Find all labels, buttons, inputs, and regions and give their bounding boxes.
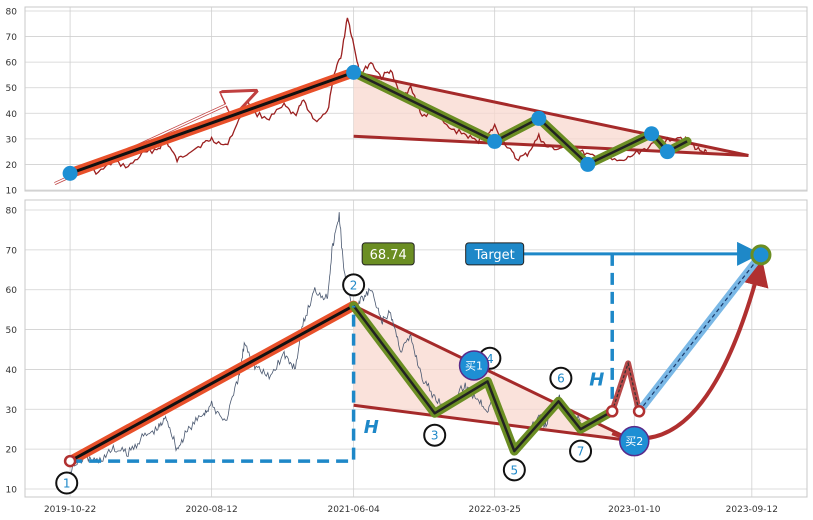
y-tick-label: 20 [6,446,18,456]
buy-marker-label: 买1 [465,359,483,372]
triangle-lower-line [353,403,635,443]
bottom-zigzag-line-core [352,304,613,453]
point-label-text: 6 [557,372,565,386]
point-label-circle [569,439,593,463]
x-tick-label: 2019-10-22 [44,505,96,515]
forecast-zigzag [609,360,643,413]
bottom-trend-segment [65,300,359,467]
point-label-circle [55,471,79,495]
y-tick-label: 10 [6,486,18,496]
top-y-tick-labels: 10 20 30 40 50 60 70 80 [6,8,18,197]
height-measure-1-label: H [364,417,379,438]
point-label-text: 1 [63,477,71,491]
point-label-text: 5 [511,463,519,477]
annotation-boxes: 68.74 Target [361,242,525,266]
target-path-core [638,254,762,412]
y-tick-label: 70 [6,33,18,43]
top-pivot-markers [62,64,675,181]
top-price-line [69,17,708,176]
target-label-box [465,242,525,266]
buy-marker-circle [458,350,490,381]
y-tick-label: 40 [6,110,18,120]
x-tick-label: 2022-03-25 [469,505,521,515]
pivot-marker [659,144,675,160]
height-measure-2-label: H [589,369,604,390]
y-tick-label: 80 [6,8,18,18]
top-price-series [69,17,708,176]
height-measures: HH [70,241,762,463]
y-tick-label: 80 [6,207,18,217]
y-tick-label: 60 [6,286,18,296]
small-marker [632,405,646,418]
bottom-x-tick-labels: 2019-10-22 2020-08-12 2021-06-04 2022-03-25… [44,505,778,515]
pivot-marker [580,156,596,172]
point-label-circle [502,458,526,482]
target-point-marker [750,244,772,266]
top-trend-line-core [69,70,355,175]
bottom-panel: 10 20 30 40 50 60 70 80 2019-10-22 2020-08-12 202… [6,199,808,515]
top-trend-segment [54,67,359,185]
buy-markers: 买1 买2 [458,350,650,457]
bottom-trend-line-core [69,304,355,463]
y-tick-label: 50 [6,84,18,94]
pivot-marker [487,133,503,149]
y-tick-label: 70 [6,246,18,256]
x-tick-label: 2023-01-10 [608,505,661,515]
bottom-y-tick-labels: 10 20 30 40 50 60 70 80 [6,207,18,496]
buy-marker-label: 买2 [625,435,643,448]
small-marker [63,454,77,468]
point-label-text: 4 [486,352,494,366]
pivot-marker [644,126,660,142]
target-value-text: 68.74 [370,248,407,263]
small-marker [605,405,619,418]
point-labels: 1 2 3 4 5 6 7 [55,273,593,495]
height-measure-1-line [70,305,356,463]
point-label-circle [423,423,447,447]
point-label-text: 2 [350,278,358,292]
top-panel: 10 20 30 40 50 60 70 80 [6,6,808,197]
y-tick-label: 50 [6,326,18,336]
target-label-text: Target [474,248,515,263]
x-tick-label: 2023-09-12 [726,505,778,515]
y-tick-label: 40 [6,366,18,376]
y-tick-label: 30 [6,135,18,145]
bottom-triangle [352,304,635,443]
y-tick-label: 10 [6,187,18,197]
point-label-circle [342,273,366,297]
bottom-zigzag [349,301,617,456]
target-value-box [361,242,415,266]
buy-marker-circle [619,425,650,457]
pivot-marker [346,64,362,80]
triangle-upper-line [352,304,635,443]
y-tick-label: 30 [6,406,18,416]
point-label-circle [549,366,573,390]
target-path [63,244,772,468]
point-label-text: 7 [577,445,585,459]
x-tick-label: 2020-08-12 [185,505,237,515]
y-tick-label: 60 [6,59,18,69]
forecast-zigzag-core [611,361,640,412]
pivot-marker [531,110,547,126]
pivot-marker [62,165,78,181]
point-label-text: 3 [431,429,439,443]
y-tick-label: 20 [6,161,18,171]
x-tick-label: 2021-06-04 [327,505,380,515]
